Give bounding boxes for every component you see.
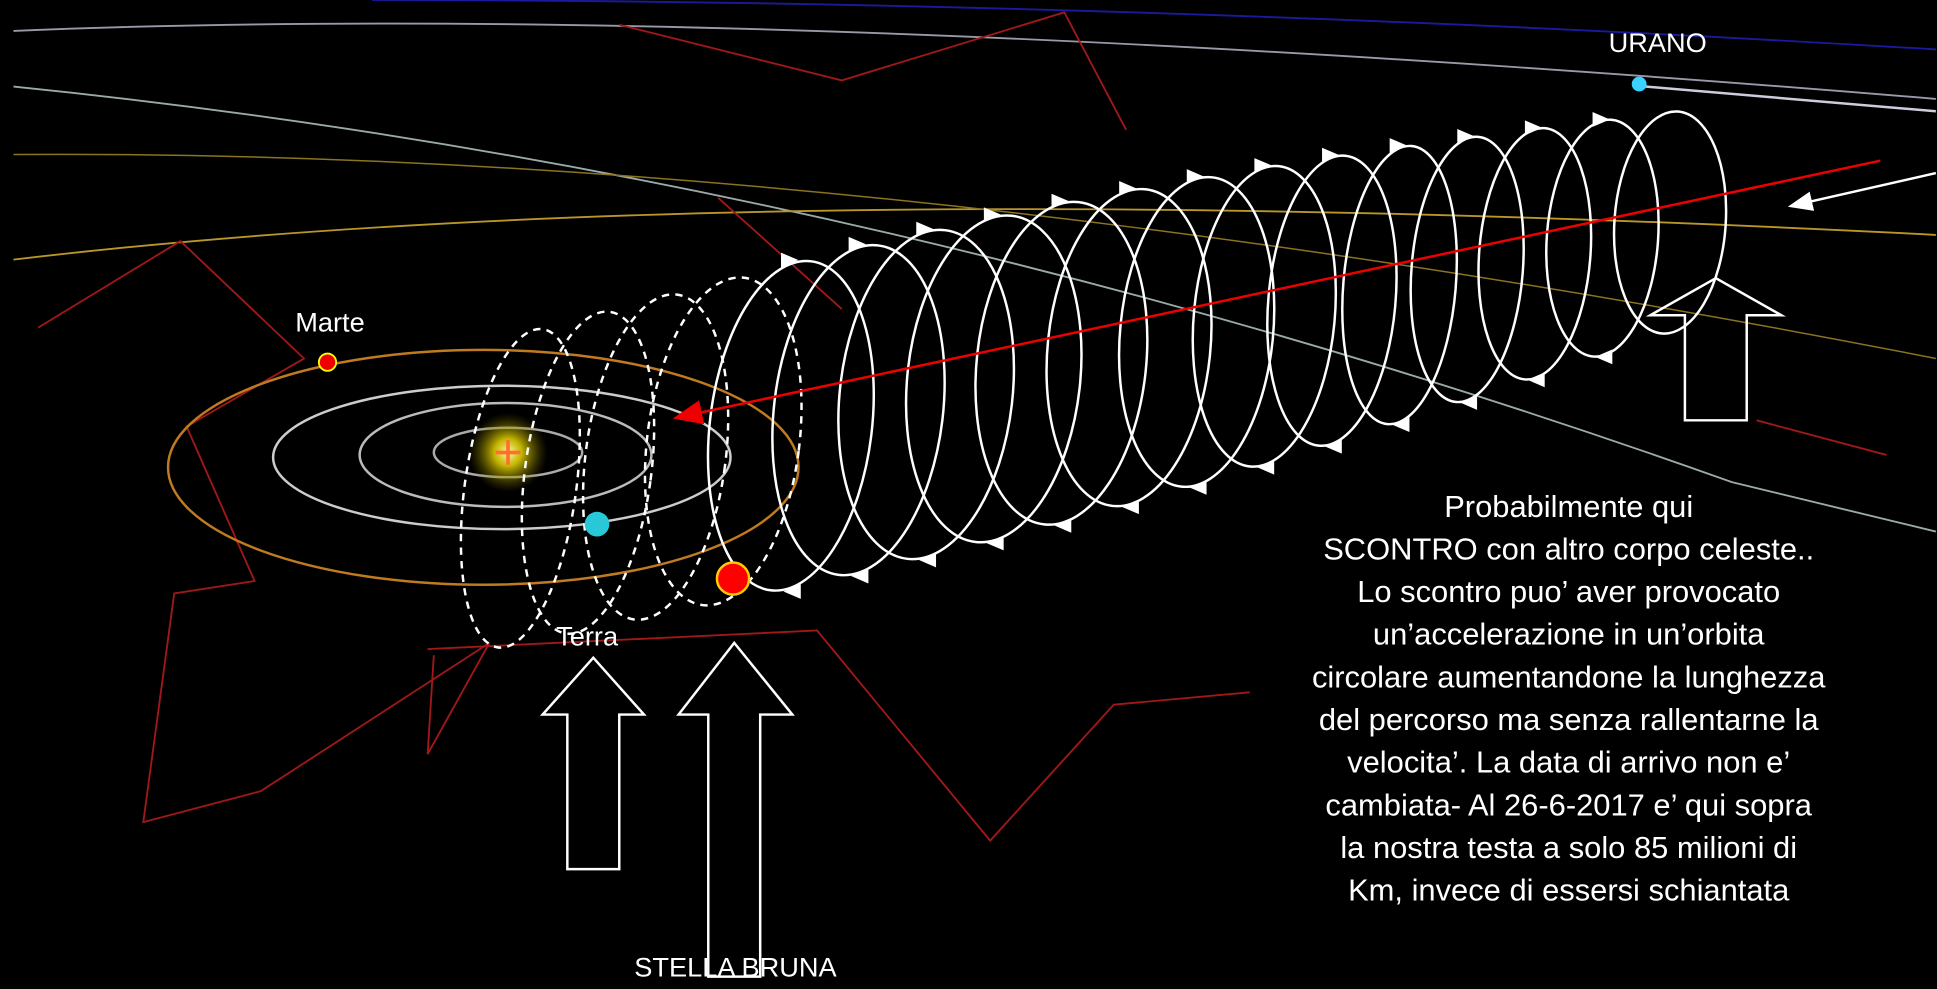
loop-arrow — [1121, 499, 1139, 515]
note-line: SCONTRO con altro corpo celeste.. — [1323, 531, 1814, 566]
earth — [584, 511, 610, 537]
loop-arrow — [983, 207, 1002, 223]
loop-arrow — [783, 584, 801, 599]
note-line: circolare aumentandone la lunghezza — [1312, 659, 1826, 694]
incoming-path — [1787, 171, 1937, 211]
note-line: velocita’. La data di arrivo non e’ — [1347, 745, 1790, 780]
loop-arrow — [1256, 459, 1275, 475]
loop — [837, 228, 1016, 561]
loop-arrow — [1392, 417, 1410, 433]
label-urano: URANO — [1609, 27, 1707, 58]
label-stella-bruna: STELLA BRUNA — [634, 952, 837, 983]
loop-arrow — [1324, 438, 1342, 454]
loop — [1117, 175, 1276, 489]
note-line: Lo scontro puo’ aver provocato — [1357, 574, 1780, 609]
loop — [1341, 144, 1459, 426]
spiral — [459, 110, 1728, 649]
note-line: cambiata- Al 26-6-2017 e’ qui sopra — [1325, 787, 1812, 822]
loop-arrow — [1051, 193, 1069, 209]
loop — [706, 259, 876, 592]
uranus — [1631, 76, 1647, 92]
loop-arrow — [986, 535, 1004, 551]
loop-arrow — [1592, 112, 1610, 127]
orbits — [166, 348, 800, 586]
loop — [520, 310, 656, 636]
brown-star — [715, 561, 751, 596]
loop-arrow — [1254, 158, 1272, 173]
sun-cross — [495, 440, 521, 465]
loop — [1409, 135, 1525, 404]
loop-arrow — [1524, 120, 1543, 136]
loop-arrow — [1459, 395, 1478, 410]
loop-arrow — [780, 252, 799, 268]
loop — [643, 276, 803, 607]
note-line: Probabilmente qui — [1444, 489, 1693, 524]
loop — [1191, 164, 1338, 468]
label-terra: Terra — [556, 620, 619, 651]
loop — [459, 327, 582, 649]
mars — [317, 352, 338, 372]
note-line: un’accelerazione in un’orbita — [1373, 617, 1765, 652]
background-lines — [13, 0, 1937, 843]
loop-arrow — [918, 552, 937, 568]
note-line: Km, invece di essersi schiantata — [1348, 873, 1790, 908]
loop-arrow — [1186, 169, 1205, 184]
loop-arrow — [1119, 181, 1137, 196]
loop — [1477, 126, 1593, 381]
arrows — [539, 276, 1787, 978]
trajectory — [672, 159, 1881, 425]
loop-arrow — [848, 236, 866, 252]
note: Probabilmente qui SCONTRO con altro corpo… — [1312, 489, 1826, 908]
label-marte: Marte — [295, 306, 365, 337]
loop-arrow — [1322, 147, 1340, 163]
loop — [1545, 118, 1660, 358]
loop-arrow — [1457, 129, 1475, 144]
loop-arrow — [1053, 517, 1072, 533]
loop-arrow — [1595, 349, 1613, 365]
loop-arrow — [1189, 479, 1207, 495]
loop-arrow — [851, 568, 869, 584]
loop-arrow — [1389, 138, 1407, 153]
loop-arrow — [916, 221, 934, 237]
loop — [581, 293, 730, 621]
note-line: del percorso ma senza rallentarne la — [1319, 702, 1819, 737]
loop — [771, 243, 946, 577]
loop — [1266, 154, 1398, 447]
note-line: la nostra testa a solo 85 milioni di — [1340, 830, 1797, 865]
loop-arrow — [1527, 372, 1545, 388]
